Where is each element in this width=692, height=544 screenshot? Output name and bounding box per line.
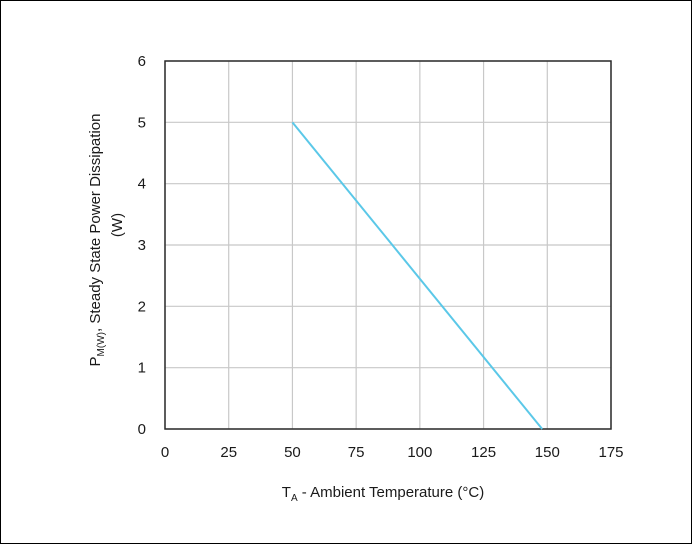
x-tick-label: 150 [535, 444, 560, 461]
x-axis-title-rest: - Ambient Temperature (°C) [298, 484, 485, 501]
x-axis-title: TA - Ambient Temperature (°C) [282, 484, 484, 504]
y-tick-label: 0 [138, 421, 146, 438]
x-tick-label: 25 [220, 444, 237, 461]
x-tick-label: 100 [407, 444, 432, 461]
x-axis-title-main: T [282, 484, 291, 501]
y-axis-title-main: P [87, 356, 104, 366]
y-tick-label: 6 [138, 53, 146, 70]
x-tick-label: 50 [284, 444, 301, 461]
y-axis-title-line2: (W) [109, 213, 126, 237]
x-tick-label: 175 [598, 444, 623, 461]
y-tick-label: 5 [138, 114, 146, 131]
x-tick-label: 125 [471, 444, 496, 461]
plot-area [164, 60, 612, 430]
y-axis-title-rest: , Steady State Power Dissipation [87, 114, 104, 332]
x-tick-labels: 0 25 50 75 100 125 150 175 [161, 444, 624, 461]
x-axis-title-sub: A [291, 493, 298, 504]
series-line [291, 121, 543, 430]
y-tick-label: 3 [138, 237, 146, 254]
x-tick-label: 0 [161, 444, 169, 461]
y-axis-title-line1: PM(W), Steady State Power Dissipation [87, 114, 107, 367]
grid [164, 60, 612, 430]
y-tick-label: 4 [138, 176, 146, 193]
x-tick-label: 75 [348, 444, 365, 461]
series-group [291, 121, 543, 430]
y-tick-labels: 0 1 2 3 4 5 6 [138, 53, 146, 438]
y-tick-label: 2 [138, 298, 146, 315]
y-axis-title-sub: M(W) [96, 332, 107, 356]
y-tick-label: 1 [138, 360, 146, 377]
